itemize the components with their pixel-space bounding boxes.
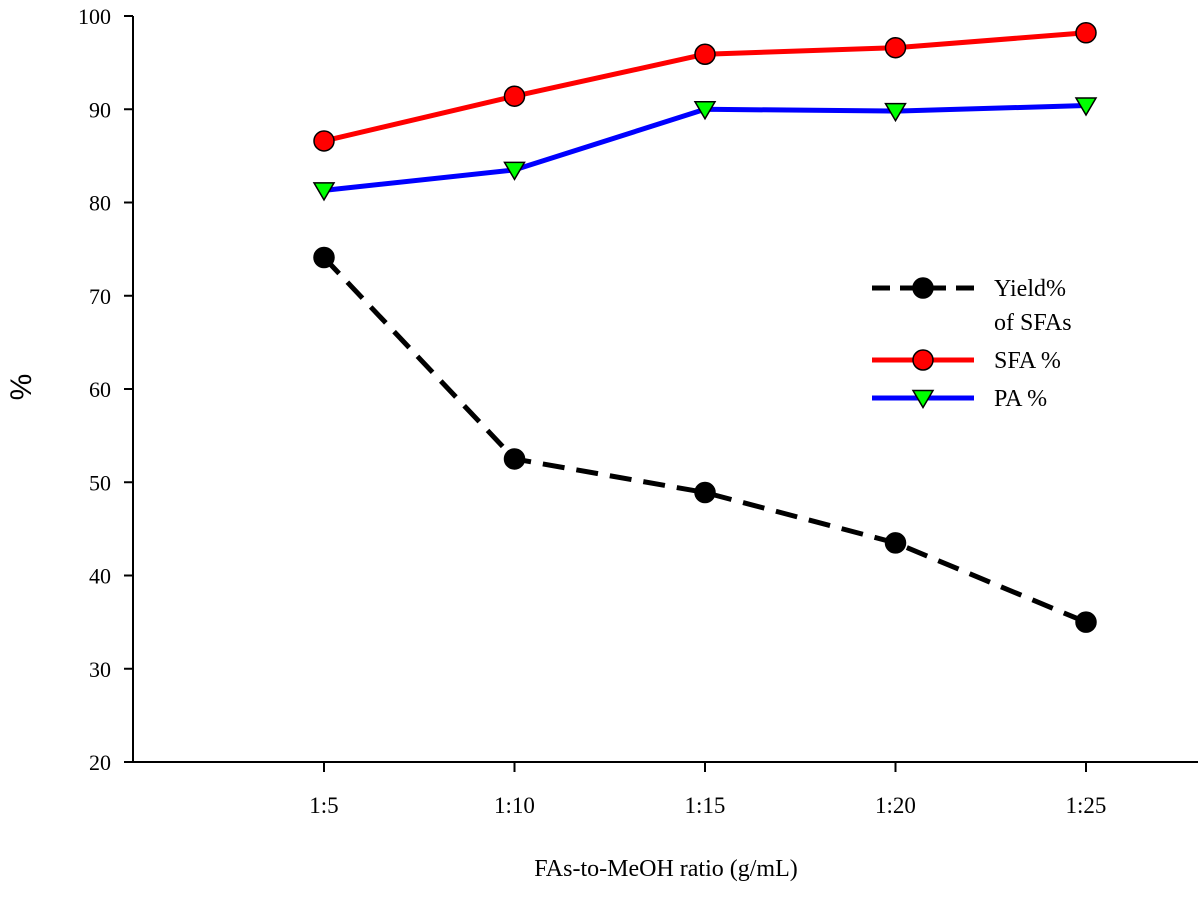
series-layer [312,22,1098,633]
legend-item: SFA % [872,348,1061,374]
y-tick-label: 30 [89,657,111,682]
series-0 [313,246,1097,633]
x-tick-label: 1:10 [494,793,535,818]
y-tick-label: 20 [89,750,111,775]
legend-item: PA % [872,386,1047,412]
y-tick-label: 80 [89,191,111,216]
legend-marker [911,389,935,409]
data-point [1075,611,1097,633]
data-point [693,101,717,121]
legend-marker [912,349,934,371]
data-point [313,246,335,269]
data-point [312,182,336,202]
x-tick-label: 1:5 [309,793,338,818]
data-point [884,36,907,59]
y-tick-label: 70 [89,284,111,309]
data-point [884,102,907,123]
legend-label: of SFAs [994,310,1072,336]
data-point [1075,22,1097,44]
data-point [503,448,526,470]
legend-marker [912,277,934,299]
data-point [884,532,907,554]
y-axis-title: % [5,374,38,401]
x-ticks: 1:5 1:10 1:15 1:20 1:25 [309,762,1106,818]
y-tick-label: 50 [89,470,111,495]
x-tick-label: 1:25 [1066,793,1107,818]
x-tick-label: 1:20 [875,793,916,818]
data-point [503,85,526,107]
series-line [322,255,1087,625]
legend: Yield% of SFAs SFA % PA % [872,276,1072,412]
x-tick-label: 1:15 [685,793,726,818]
legend-item: Yield% of SFAs [872,276,1072,336]
legend-label: Yield% [994,276,1066,302]
y-tick-label: 90 [89,97,111,122]
data-point [694,481,716,504]
legend-label: SFA % [994,348,1061,374]
series-2 [312,97,1098,202]
data-point [313,130,335,152]
x-axis-title: FAs-to-MeOH ratio (g/mL) [534,856,798,882]
data-point [694,43,716,65]
series-1 [313,22,1097,152]
data-point [503,161,526,181]
y-tick-label: 40 [89,564,111,589]
data-point [1074,97,1098,117]
y-ticks: 20 30 40 50 60 70 80 90 100 [78,4,133,775]
legend-label: PA % [994,386,1047,412]
y-tick-label: 100 [78,4,111,29]
y-tick-label: 60 [89,377,111,402]
